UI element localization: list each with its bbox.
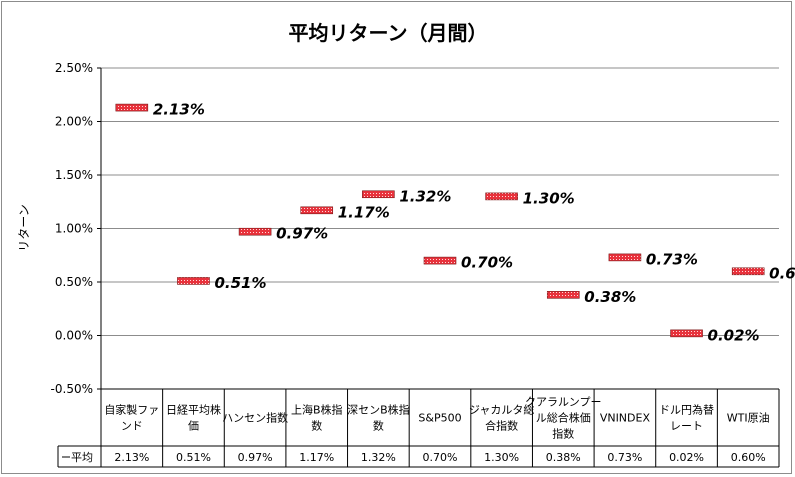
category-label: ル総合株価 — [536, 411, 591, 425]
data-label: 0.02% — [708, 326, 760, 344]
category-label: 自家製ファ — [104, 403, 159, 417]
y-tick-label: 0.00% — [55, 329, 93, 343]
data-label: 1.30% — [523, 189, 575, 207]
table-cell: 0.02% — [669, 451, 704, 464]
y-tick-label: 2.50% — [55, 61, 93, 75]
y-axis-label: リターン — [17, 204, 31, 251]
table-cell: 0.38% — [546, 451, 581, 464]
chart-title: 平均リターン（月間） — [289, 21, 488, 45]
data-label: 2.13% — [153, 101, 205, 119]
category-label: 上海B株指 — [291, 403, 343, 417]
data-point-marker — [608, 253, 642, 262]
table-cell: 2.13% — [114, 451, 149, 464]
data-point-marker — [731, 267, 765, 276]
table-cell: 0.60% — [731, 451, 766, 464]
data-label: 0.60% — [769, 264, 795, 282]
data-point-marker — [115, 103, 149, 112]
table-cell: 0.73% — [607, 451, 642, 464]
data-label: 1.32% — [399, 187, 451, 205]
category-label: ジャカルタ総 — [469, 403, 534, 417]
data-label: 0.97% — [276, 225, 328, 243]
table-cell: 0.70% — [423, 451, 458, 464]
category-label: VNINDEX — [600, 412, 651, 425]
table-cell: 1.32% — [361, 451, 396, 464]
y-tick-label: 0.50% — [55, 275, 93, 289]
y-tick-label: 1.00% — [55, 222, 93, 236]
category-label: ドル円為替 — [659, 403, 714, 417]
series-markers — [115, 103, 765, 338]
table-row-header: 平均 — [71, 451, 93, 464]
data-point-marker — [670, 329, 703, 338]
category-label: S&P500 — [418, 412, 461, 425]
data-point-marker — [238, 227, 272, 236]
y-tick-label: -0.50% — [51, 382, 93, 396]
category-label: 数 — [373, 420, 384, 433]
category-label: 価 — [188, 420, 199, 433]
table-cell: 0.51% — [176, 451, 211, 464]
data-label: 1.17% — [338, 203, 390, 221]
category-label: ハンセン指数 — [222, 411, 288, 425]
data-point-marker — [362, 190, 395, 199]
table-cell: 1.30% — [484, 451, 519, 464]
table-cell: 1.17% — [299, 451, 334, 464]
category-label: 指数 — [552, 427, 574, 441]
data-label: 0.70% — [461, 254, 513, 272]
data-point-marker — [423, 256, 457, 265]
category-label: ンド — [121, 420, 143, 433]
y-tick-label: 2.00% — [55, 115, 93, 129]
data-point-marker — [546, 291, 580, 299]
category-label: WTI原油 — [727, 411, 770, 425]
data-point-marker — [300, 206, 334, 215]
y-tick-label: 1.50% — [55, 168, 93, 182]
data-point-marker — [177, 277, 210, 285]
category-label: 合指数 — [485, 419, 518, 433]
table-cell: 0.97% — [238, 451, 273, 464]
category-label: 数 — [311, 420, 322, 433]
axes: 2.50% 2.00% 1.50% 1.00% 0.50% 0.00% -0.50% — [51, 61, 102, 396]
category-label: クアラルンプー — [525, 396, 601, 409]
data-label: 0.51% — [214, 274, 266, 292]
category-label: レート — [670, 420, 703, 433]
data-label: 0.73% — [646, 250, 698, 268]
category-label: 日経平均株 — [166, 403, 221, 417]
data-label: 0.38% — [584, 288, 636, 306]
data-point-marker — [485, 192, 518, 201]
category-label: 深センB株指 — [347, 403, 410, 417]
data-labels: 2.13% 0.51% 0.97% 1.17% 1.32% 0.70% 1.30% 0.38%… — [153, 101, 795, 345]
